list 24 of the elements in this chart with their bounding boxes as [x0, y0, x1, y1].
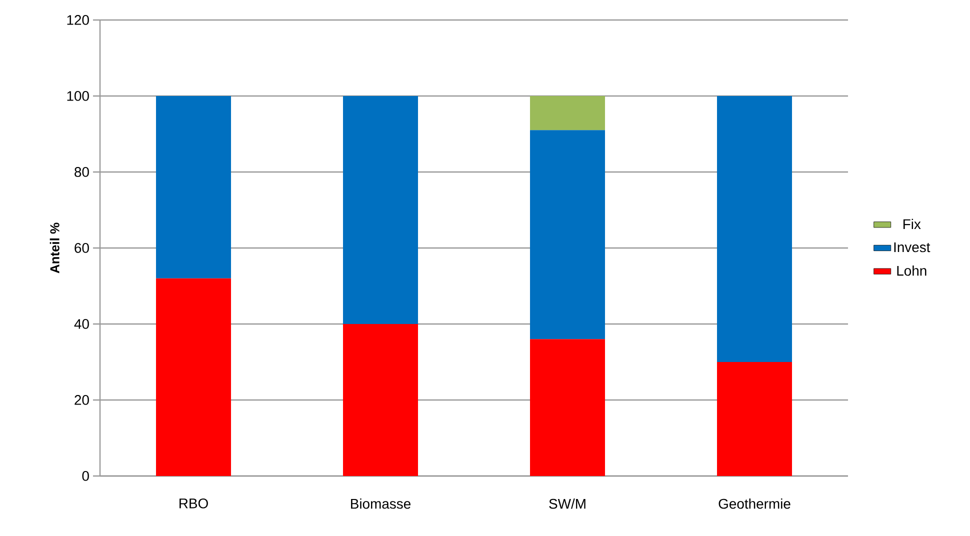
bar [156, 96, 232, 278]
y-tick-label: 80 [74, 167, 89, 177]
legend-label: Lohn [897, 266, 926, 276]
bar [343, 324, 418, 476]
bar [717, 362, 792, 476]
legend-label: Fix [903, 218, 921, 229]
bar [343, 96, 418, 324]
bar [530, 96, 606, 130]
x-tick-label: SW/M [549, 498, 586, 509]
x-tick-label: Biomasse [351, 498, 411, 509]
x-tick-label: RBO [180, 498, 208, 508]
legend-label: Invest [894, 242, 930, 252]
y-tick-label: 120 [67, 15, 89, 25]
y-tick-label: 100 [67, 91, 89, 101]
y-tick-label: 40 [74, 319, 89, 329]
x-tick-label: Geothermie [718, 498, 790, 509]
bar [530, 339, 606, 476]
bar [156, 278, 232, 476]
y-tick-label: 0 [82, 471, 89, 481]
bar [530, 130, 606, 340]
y-axis-title: Anteil % [50, 222, 60, 274]
y-tick-label: 20 [74, 395, 89, 405]
y-tick-label: 60 [74, 243, 89, 253]
bar [717, 96, 792, 362]
